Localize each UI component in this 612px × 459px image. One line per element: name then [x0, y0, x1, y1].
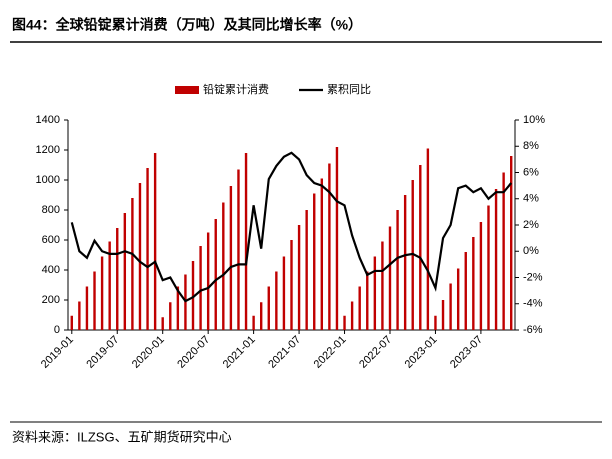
bar [237, 169, 240, 330]
bar [199, 246, 202, 330]
x-tick-label: 2023-01 [403, 334, 440, 371]
y-tick-label: 800 [42, 204, 60, 216]
x-tick-label: 2022-01 [312, 334, 349, 371]
x-tick-label: 2021-01 [221, 334, 258, 371]
bar [320, 178, 324, 330]
bar [403, 195, 407, 330]
bar [388, 226, 392, 330]
bar [244, 153, 248, 330]
bar [108, 241, 111, 330]
bar [123, 213, 127, 330]
bar [176, 286, 180, 330]
bar [100, 256, 104, 330]
y2-tick-label: 4% [523, 193, 539, 205]
bar [290, 240, 293, 330]
bar [169, 302, 172, 330]
bar [472, 237, 475, 330]
y-tick-label: 200 [42, 294, 60, 306]
line [70, 151, 513, 303]
bar [206, 232, 210, 330]
legend-swatch [175, 86, 199, 94]
bar [191, 261, 195, 330]
bar [358, 286, 361, 330]
bar [494, 189, 498, 330]
y2-tick-label: -2% [523, 271, 543, 283]
bar [434, 315, 437, 330]
bar [138, 183, 142, 330]
bar [396, 210, 399, 330]
bar [510, 156, 513, 330]
bar [297, 225, 301, 330]
y2-tick-label: -4% [523, 298, 543, 310]
bar [305, 210, 308, 330]
y-tick-label: 1400 [36, 114, 60, 126]
y-tick-label: 0 [54, 324, 60, 336]
bar [267, 286, 270, 330]
x-tick-label: 2019-07 [84, 334, 121, 371]
x-tick-label: 2020-07 [175, 334, 212, 371]
y2-tick-label: 0% [523, 245, 539, 257]
x-tick-label: 2019-01 [39, 334, 76, 371]
bar [456, 268, 460, 330]
legend-label: 累积同比 [327, 83, 371, 96]
bar [85, 286, 89, 330]
y2-tick-label: -6% [523, 324, 543, 336]
bar [222, 202, 225, 330]
bar [479, 222, 483, 330]
bar [328, 163, 331, 330]
bar [350, 301, 354, 330]
bar [78, 301, 81, 330]
legend-label: 铅锭累计消费 [203, 82, 269, 96]
y2-tick-label: 10% [523, 114, 545, 126]
x-tick-label: 2020-01 [130, 334, 167, 371]
bar [502, 172, 505, 330]
bar [259, 302, 263, 330]
bar [252, 315, 255, 330]
bar [426, 148, 430, 330]
bar [335, 147, 339, 330]
bar [275, 271, 278, 330]
chart-title: 图44：全球铅锭累计消费（万吨）及其同比增长率（%） [12, 17, 362, 33]
y-tick-label: 1000 [36, 174, 60, 186]
x-tick-label: 2022-07 [357, 334, 394, 371]
x-tick-label: 2021-07 [266, 334, 303, 371]
y2-tick-label: 6% [523, 166, 539, 178]
y2-tick-label: 2% [523, 219, 539, 231]
bar [229, 186, 233, 330]
bar [381, 241, 384, 330]
bar [366, 271, 369, 330]
bar [131, 198, 134, 330]
bar [487, 205, 490, 330]
bar [93, 271, 96, 330]
y-tick-label: 600 [42, 234, 60, 246]
bar [161, 317, 164, 330]
bar [373, 256, 377, 330]
x-tick-label: 2023-07 [448, 334, 485, 371]
bar [214, 219, 217, 330]
bar [146, 168, 149, 330]
y-tick-label: 400 [42, 264, 60, 276]
bar [441, 300, 445, 330]
y2-tick-label: 8% [523, 140, 539, 152]
bar [153, 153, 157, 330]
bar [116, 228, 119, 330]
bar [419, 165, 422, 330]
bar [282, 256, 286, 330]
bar [464, 252, 467, 330]
bar [313, 193, 316, 330]
bar [343, 315, 346, 330]
y-tick-label: 1200 [36, 144, 60, 156]
source: 资料来源：ILZSG、五矿期货研究中心 [12, 429, 232, 444]
bar [70, 315, 73, 330]
bar [449, 283, 452, 330]
